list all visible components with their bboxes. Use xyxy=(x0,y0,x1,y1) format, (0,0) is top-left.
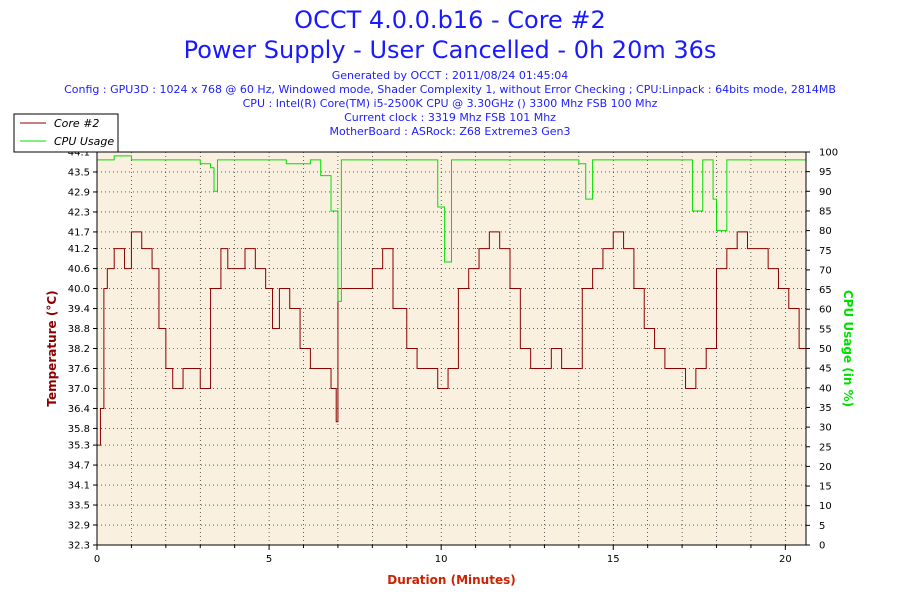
y-left-tick-label: 37.6 xyxy=(68,364,90,375)
y-right-tick-label: 60 xyxy=(819,305,832,316)
y-left-tick-label: 42.9 xyxy=(68,187,90,198)
y-right-tick-label: 95 xyxy=(819,167,832,178)
y-axis-right-label: CPU Usage (in %) xyxy=(841,290,855,407)
y-left-tick-label: 41.7 xyxy=(68,227,90,238)
clock-info: Current clock : 3319 Mhz FSB 101 Mhz xyxy=(344,111,556,124)
y-right-tick-label: 75 xyxy=(819,246,832,257)
y-left-tick-label: 32.9 xyxy=(68,521,90,532)
y-right-tick-label: 100 xyxy=(819,148,838,159)
y-right-tick-label: 50 xyxy=(819,344,832,355)
y-right-tick-label: 80 xyxy=(819,226,832,237)
y-left-tick-label: 44.1 xyxy=(68,148,90,159)
y-left-tick-label: 40.0 xyxy=(68,284,90,295)
legend-cpu-usage-label: CPU Usage xyxy=(54,135,114,148)
y-left-tick-label: 38.8 xyxy=(68,324,90,335)
y-right-tick-label: 45 xyxy=(819,364,832,375)
y-left-tick-label: 35.3 xyxy=(68,441,90,452)
chart-title: OCCT 4.0.0.b16 - Core #2 xyxy=(294,6,606,34)
y-right-tick-label: 10 xyxy=(819,501,832,512)
legend-box xyxy=(13,113,119,153)
generated-info: Generated by OCCT : 2011/08/24 01:45:04 xyxy=(331,69,569,82)
y-left-tick-label: 35.8 xyxy=(68,424,90,435)
y-left-tick-label: 41.2 xyxy=(68,244,90,255)
y-left-tick-label: 32.3 xyxy=(68,541,90,552)
y-left-tick-label: 34.7 xyxy=(68,461,90,472)
chart-subtitle: Power Supply - User Cancelled - 0h 20m 3… xyxy=(183,36,717,64)
y-left-tick-label: 36.4 xyxy=(68,404,90,415)
series-cpu-usage-line xyxy=(97,155,807,302)
y-right-tick-label: 35 xyxy=(819,403,832,414)
series-core2-line xyxy=(97,231,807,446)
y-axis-left-label: Temperature (°C) xyxy=(45,290,59,406)
y-right-tick-label: 0 xyxy=(819,541,825,552)
y-left-tick-label: 38.2 xyxy=(68,344,90,355)
y-left-tick-label: 40.6 xyxy=(68,264,90,275)
y-left-tick-label: 34.1 xyxy=(68,481,90,492)
y-right-tick-label: 70 xyxy=(819,265,832,276)
y-right-tick-label: 55 xyxy=(819,324,832,335)
y-right-tick-label: 90 xyxy=(819,187,832,198)
legend-core2-label: Core #2 xyxy=(54,117,99,130)
y-right-tick-label: 65 xyxy=(819,285,832,296)
y-right-tick-label: 20 xyxy=(819,462,832,473)
config-info: Config : GPU3D : 1024 x 768 @ 60 Hz, Win… xyxy=(64,83,836,96)
y-right-tick-label: 40 xyxy=(819,383,832,394)
y-right-tick-label: 5 xyxy=(819,521,825,532)
y-left-tick-label: 42.3 xyxy=(68,207,90,218)
x-tick-label: 10 xyxy=(435,554,448,565)
y-left-tick-label: 33.5 xyxy=(68,501,90,512)
y-left-tick-label: 43.5 xyxy=(68,167,90,178)
legend: Core #2 CPU Usage xyxy=(13,113,119,153)
y-right-tick-label: 15 xyxy=(819,482,832,493)
y-right-tick-label: 30 xyxy=(819,423,832,434)
cpu-info: CPU : Intel(R) Core(TM) i5-2500K CPU @ 3… xyxy=(242,97,658,110)
x-tick-label: 0 xyxy=(94,554,100,565)
y-right-tick-label: 85 xyxy=(819,206,832,217)
y-right-tick-label: 25 xyxy=(819,442,832,453)
y-left-tick-label: 39.4 xyxy=(68,304,90,315)
motherboard-info: MotherBoard : ASRock: Z68 Extreme3 Gen3 xyxy=(329,125,571,138)
x-tick-label: 20 xyxy=(779,554,792,565)
x-axis-label: Duration (Minutes) xyxy=(387,573,515,587)
x-tick-label: 15 xyxy=(607,554,620,565)
x-tick-label: 5 xyxy=(266,554,272,565)
y-left-tick-label: 37.0 xyxy=(68,384,90,395)
